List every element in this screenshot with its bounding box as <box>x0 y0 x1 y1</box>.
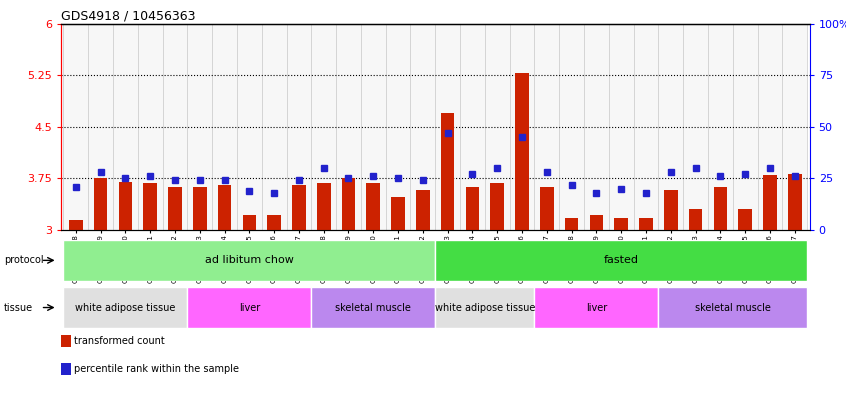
Bar <box>763 175 777 230</box>
Bar <box>267 215 281 230</box>
Text: skeletal muscle: skeletal muscle <box>695 303 771 312</box>
Bar <box>708 24 733 230</box>
Bar <box>435 287 535 328</box>
Text: liver: liver <box>585 303 607 312</box>
Text: percentile rank within the sample: percentile rank within the sample <box>74 364 239 374</box>
Bar <box>788 174 801 230</box>
Bar <box>658 287 807 328</box>
Bar <box>783 24 807 230</box>
Bar <box>664 190 678 230</box>
Bar <box>410 24 435 230</box>
Text: fasted: fasted <box>604 255 639 265</box>
Bar <box>187 287 311 328</box>
Text: skeletal muscle: skeletal muscle <box>335 303 411 312</box>
Bar <box>168 187 182 230</box>
Bar <box>237 24 261 230</box>
Bar <box>63 24 88 230</box>
Text: tissue: tissue <box>4 303 33 312</box>
Bar <box>590 215 603 230</box>
Bar <box>342 178 355 230</box>
Bar <box>143 183 157 230</box>
Bar <box>118 182 132 230</box>
Bar <box>609 24 634 230</box>
Text: protocol: protocol <box>4 255 44 265</box>
Bar <box>540 187 553 230</box>
Bar <box>658 24 684 230</box>
Bar <box>63 240 435 281</box>
Bar <box>391 197 405 230</box>
Bar <box>311 287 435 328</box>
Bar <box>187 24 212 230</box>
Bar <box>713 187 728 230</box>
Bar <box>559 24 584 230</box>
Text: liver: liver <box>239 303 260 312</box>
Bar <box>435 240 807 281</box>
Bar <box>69 220 83 230</box>
Bar <box>94 178 107 230</box>
Bar <box>287 24 311 230</box>
Text: white adipose tissue: white adipose tissue <box>75 303 176 312</box>
Bar <box>640 217 653 230</box>
Bar <box>491 183 504 230</box>
Bar <box>88 24 113 230</box>
Bar <box>138 24 162 230</box>
Bar <box>684 24 708 230</box>
Bar <box>261 24 287 230</box>
Bar <box>465 187 480 230</box>
Bar <box>515 73 529 230</box>
Text: transformed count: transformed count <box>74 336 165 346</box>
Bar <box>485 24 509 230</box>
Bar <box>565 217 579 230</box>
Bar <box>460 24 485 230</box>
Bar <box>243 215 256 230</box>
Bar <box>63 287 187 328</box>
Bar <box>311 24 336 230</box>
Bar <box>386 24 410 230</box>
Bar <box>509 24 535 230</box>
Bar <box>162 24 187 230</box>
Bar <box>757 24 783 230</box>
Bar <box>535 287 658 328</box>
Bar <box>336 24 361 230</box>
Text: ad libitum chow: ad libitum chow <box>205 255 294 265</box>
Bar <box>689 209 702 230</box>
Bar <box>366 183 380 230</box>
Bar <box>317 183 331 230</box>
Bar <box>435 24 460 230</box>
Bar <box>416 190 430 230</box>
Bar <box>113 24 138 230</box>
Bar <box>212 24 237 230</box>
Text: GDS4918 / 10456363: GDS4918 / 10456363 <box>61 10 195 23</box>
Bar <box>739 209 752 230</box>
Bar <box>634 24 658 230</box>
Bar <box>292 185 305 230</box>
Bar <box>193 187 206 230</box>
Bar <box>614 217 628 230</box>
Bar <box>441 113 454 230</box>
Text: white adipose tissue: white adipose tissue <box>435 303 535 312</box>
Bar <box>584 24 609 230</box>
Bar <box>217 185 231 230</box>
Bar <box>361 24 386 230</box>
Bar <box>535 24 559 230</box>
Bar <box>733 24 757 230</box>
